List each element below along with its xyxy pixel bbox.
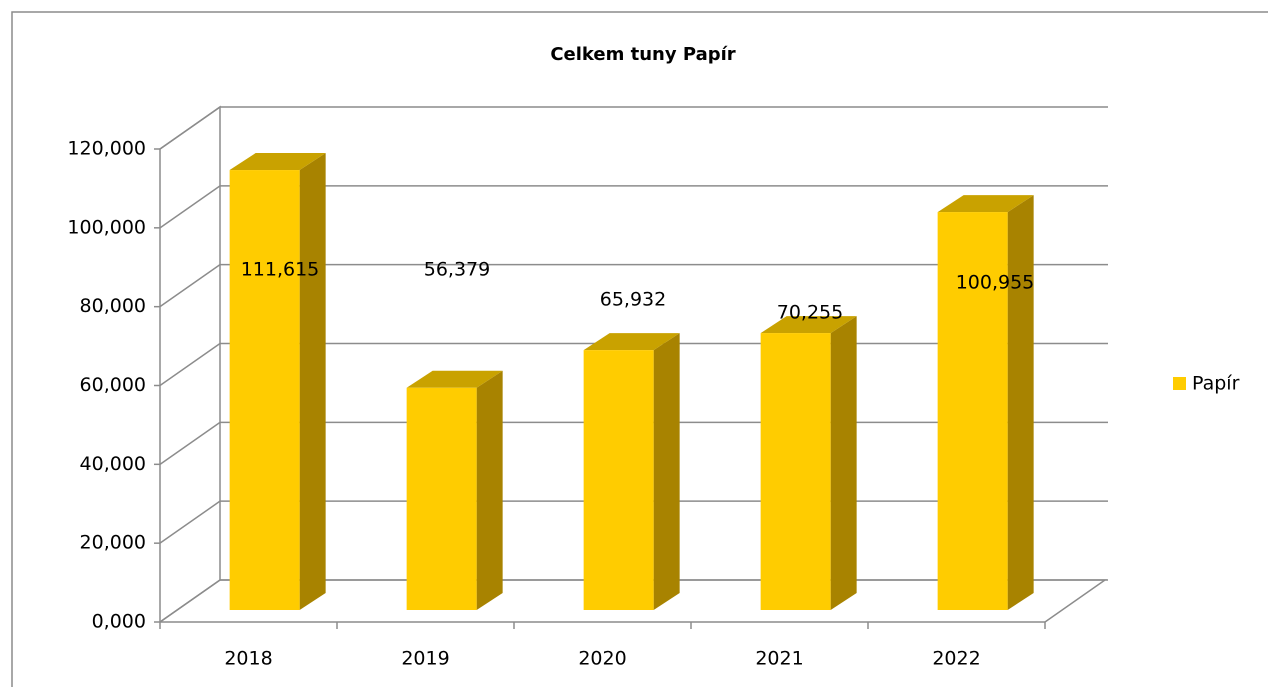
- data-label: 70,255: [777, 302, 843, 324]
- chart-title: Celkem tuny Papír: [550, 44, 735, 65]
- y-tick-label: 80,000: [80, 295, 146, 317]
- x-tick-label: 2020: [578, 648, 626, 670]
- bar-side: [653, 333, 680, 610]
- bar-side: [830, 316, 857, 610]
- y-tick-label: 60,000: [80, 374, 146, 396]
- grid-line: [159, 106, 1108, 150]
- x-tick-label: 2022: [932, 648, 980, 670]
- bar-top: [760, 316, 857, 334]
- y-tick-label: 20,000: [80, 532, 146, 554]
- bar: [229, 170, 300, 610]
- bar-top: [937, 195, 1034, 213]
- data-label: 65,932: [600, 289, 666, 311]
- bar-top: [583, 333, 680, 351]
- bar: [406, 387, 477, 610]
- data-label: 111,615: [241, 259, 320, 281]
- bar-side: [1007, 195, 1034, 611]
- y-tick-label: 100,000: [67, 216, 146, 238]
- bar-side: [299, 153, 326, 610]
- x-tick-label: 2018: [224, 648, 272, 670]
- y-tick-label: 120,000: [67, 138, 146, 160]
- x-tick-label: 2019: [401, 648, 449, 670]
- data-label: 100,955: [956, 272, 1035, 294]
- bar: [583, 350, 654, 610]
- bar-top: [229, 153, 326, 171]
- y-tick-label: 0,000: [92, 611, 146, 633]
- bar: [760, 333, 831, 610]
- grid-line: [159, 263, 1108, 308]
- legend-swatch: [1173, 377, 1186, 390]
- grid-line: [159, 185, 1108, 229]
- bar: [937, 212, 1008, 611]
- legend-label: Papír: [1192, 373, 1240, 395]
- bar-side: [476, 370, 503, 610]
- x-tick-label: 2021: [755, 648, 803, 670]
- bar-top: [406, 370, 503, 388]
- data-label: 56,379: [424, 259, 490, 281]
- y-tick-label: 40,000: [80, 453, 146, 475]
